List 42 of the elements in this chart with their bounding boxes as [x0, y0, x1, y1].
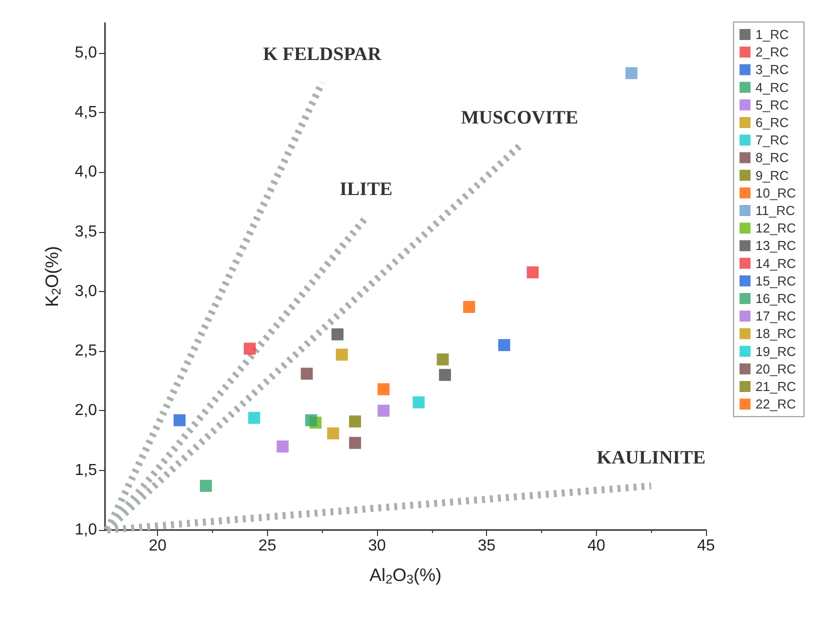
y-tick-label: 3,5: [74, 223, 98, 240]
legend-label: 14_RC: [756, 256, 796, 271]
legend-label: 9_RC: [756, 168, 789, 183]
y-tick-label: 4,5: [74, 104, 98, 121]
x-tick-label: 20: [148, 538, 167, 554]
annotation: KAULINITE: [596, 447, 706, 468]
y-tick-label: 5,0: [74, 44, 98, 62]
y-tick-label: 1,0: [74, 522, 98, 538]
legend-label: 4_RC: [756, 80, 789, 95]
legend-label: 2_RC: [756, 44, 789, 60]
legend-label: 8_RC: [756, 150, 789, 166]
legend-label: 5_RC: [756, 97, 789, 112]
legend-label: 10_RC: [756, 185, 796, 200]
y-axis-title: K2O(%): [42, 246, 64, 308]
legend-label: 18_RC: [756, 326, 796, 342]
legend-label: 11_RC: [756, 203, 796, 218]
legend-label: 22_RC: [756, 396, 796, 412]
legend-label: 7_RC: [756, 132, 789, 148]
annotation: MUSCOVITE: [460, 107, 578, 128]
legend-label: 13_RC: [756, 238, 796, 254]
legend-label: 17_RC: [756, 308, 796, 324]
x-tick-label: 40: [587, 538, 606, 554]
x-tick-label: 30: [368, 538, 386, 554]
y-tick-label: 4,0: [74, 164, 98, 181]
legend-label: 3_RC: [756, 62, 789, 78]
annotation: K FELDSPAR: [262, 44, 382, 66]
legend-label: 6_RC: [756, 115, 789, 130]
y-tick-label: 1,5: [74, 462, 98, 479]
x-tick-label: 25: [258, 538, 276, 554]
annotation: ILITE: [340, 178, 392, 200]
legend-label: 16_RC: [756, 291, 796, 306]
legend-label: 19_RC: [756, 344, 796, 359]
legend-label: 15_RC: [756, 273, 796, 288]
legend-label: 21_RC: [756, 379, 796, 394]
y-tick-label: 2,0: [74, 402, 98, 420]
y-tick-label: 3,0: [74, 282, 98, 300]
x-tick-label: 35: [478, 538, 496, 554]
x-tick-label: 45: [697, 538, 715, 554]
legend-label: 12_RC: [756, 220, 796, 236]
legend-label: 20_RC: [756, 361, 796, 376]
y-tick-label: 2,5: [74, 342, 98, 360]
legend-label: 1_RC: [756, 27, 789, 42]
